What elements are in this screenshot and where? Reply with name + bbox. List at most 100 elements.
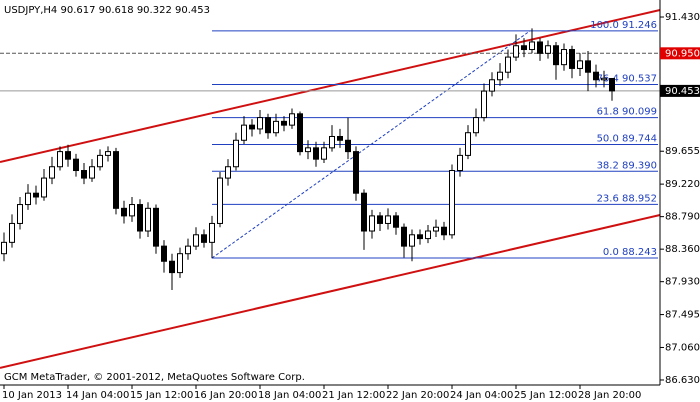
- candle-body: [273, 120, 279, 134]
- y-tick-label: 91.430: [665, 12, 700, 23]
- x-tick-label: 15 Jan 12:00: [130, 390, 193, 401]
- candle-body: [281, 120, 287, 126]
- axis-label-box: [660, 47, 700, 60]
- y-tick-label: 87.060: [665, 342, 700, 353]
- candle-body: [17, 204, 23, 224]
- candle-body: [433, 226, 439, 232]
- candle-body: [377, 215, 383, 224]
- candle-body: [33, 192, 39, 198]
- fib-label: 0.0 88.243: [603, 247, 657, 258]
- candle-body: [169, 260, 175, 274]
- candle-body: [49, 166, 55, 179]
- channel-line: [0, 9, 661, 163]
- y-tick-label: 87.930: [665, 277, 700, 288]
- candle-body: [233, 139, 239, 168]
- candle-body: [465, 132, 471, 156]
- candle-body: [161, 245, 167, 262]
- axis-label-box: [660, 84, 700, 97]
- candle-body: [457, 154, 463, 172]
- candle-body: [385, 215, 391, 224]
- candle-body: [521, 45, 527, 51]
- candle-body: [217, 177, 223, 224]
- y-tick-label: 88.790: [665, 212, 700, 223]
- candle-body: [577, 60, 583, 69]
- candle-body: [393, 215, 399, 228]
- candle-body: [153, 207, 159, 247]
- candle-body: [401, 226, 407, 247]
- axis-label: 90.950: [665, 48, 700, 59]
- candle-body: [449, 170, 455, 236]
- candle-body: [9, 222, 15, 243]
- candle-body: [209, 222, 215, 243]
- fib-label: 50.0 89.744: [597, 134, 657, 145]
- candle-body: [73, 158, 79, 172]
- candle-body: [513, 45, 519, 58]
- candle-body: [345, 139, 351, 153]
- candle-body: [361, 192, 367, 232]
- candle-body: [473, 117, 479, 134]
- candle-body: [105, 151, 111, 156]
- candle-body: [497, 71, 503, 81]
- x-tick-label: 28 Jan 20:00: [578, 390, 641, 401]
- candle-body: [329, 135, 335, 149]
- candle-body: [57, 151, 63, 168]
- candle-body: [193, 234, 199, 247]
- candle-body: [137, 204, 143, 232]
- x-tick-label: 16 Jan 20:00: [194, 390, 257, 401]
- fib-label: 76.4 90.537: [597, 74, 657, 85]
- candle-body: [185, 245, 191, 255]
- candle-body: [545, 45, 551, 54]
- axis-label: 90.453: [665, 86, 700, 97]
- candle-body: [553, 45, 559, 66]
- fib-label: 100.0 91.246: [590, 20, 657, 31]
- candle-body: [489, 79, 495, 92]
- candle-body: [537, 41, 543, 54]
- candle-body: [201, 234, 207, 243]
- x-tick-label: 22 Jan 20:00: [386, 390, 449, 401]
- x-tick-label: 24 Jan 04:00: [450, 390, 513, 401]
- candle-body: [593, 71, 599, 81]
- candle-body: [321, 147, 327, 160]
- x-tick-label: 25 Jan 12:00: [514, 390, 577, 401]
- candle-body: [569, 49, 575, 69]
- fib-label: 38.2 89.390: [597, 160, 657, 171]
- footer: GCM MetaTrader, © 2001-2012, MetaQuotes …: [4, 372, 305, 383]
- candle-body: [481, 90, 487, 119]
- candle-body: [425, 230, 431, 240]
- candle-body: [89, 166, 95, 179]
- candle-body: [65, 151, 71, 160]
- candle-body: [353, 151, 359, 194]
- x-tick-label: 10 Jan 2013: [2, 390, 62, 401]
- x-tick-label: 18 Jan 04:00: [258, 390, 321, 401]
- fib-label: 61.8 90.099: [597, 107, 657, 118]
- candle-body: [337, 135, 343, 141]
- candle-body: [369, 215, 375, 232]
- y-tick-label: 88.360: [665, 244, 700, 255]
- candle-body: [297, 113, 303, 153]
- candle-body: [97, 154, 103, 168]
- candle-body: [1, 241, 7, 255]
- candle-body: [129, 204, 135, 217]
- candle-body: [409, 234, 415, 247]
- candle-body: [225, 166, 231, 179]
- y-tick-label: 89.655: [665, 146, 700, 157]
- fib-label: 23.6 88.952: [597, 193, 657, 204]
- candle-body: [529, 41, 535, 51]
- candle-body: [601, 77, 607, 81]
- candle-body: [113, 151, 119, 209]
- plot-area: 100.0 91.246 76.4 90.537 61.8 90.099 50.0 8…: [0, 9, 661, 369]
- channel-line: [0, 214, 661, 369]
- candle-body: [121, 207, 127, 217]
- candle-body: [249, 124, 255, 130]
- candle-body: [25, 192, 31, 206]
- x-tick-label: 21 Jan 12:00: [322, 390, 385, 401]
- candle-body: [585, 60, 591, 73]
- candle-body: [609, 77, 615, 92]
- candle-body: [177, 253, 183, 274]
- x-tick-label: 14 Jan 04:00: [66, 390, 129, 401]
- candle-body: [417, 234, 423, 240]
- candle-body: [289, 113, 295, 126]
- candle-body: [145, 207, 151, 232]
